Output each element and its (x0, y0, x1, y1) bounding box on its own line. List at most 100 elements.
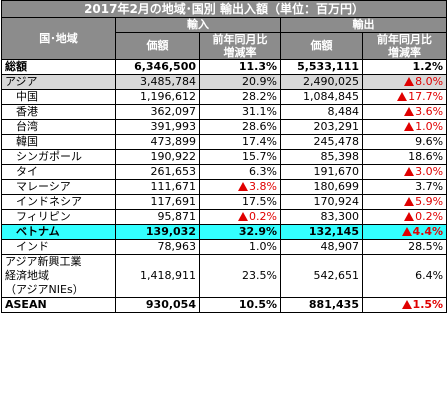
pct-value: 8.0% (415, 75, 444, 89)
decrease-triangle-icon (238, 212, 249, 221)
title-row: 2017年2月の地域･国別 輸出入額（単位：百万円） (0, 0, 447, 18)
pct-value: 1.0% (249, 240, 277, 254)
export-value: 180,699 (280, 179, 363, 195)
pct-value: 28.5% (408, 240, 444, 254)
row-label: 総額 (1, 59, 116, 75)
table-row: 韓国 473,899 17.4% 245,478 9.6% (1, 134, 447, 150)
export-yoy: 0.2% (361, 209, 447, 225)
export-value: 881,435 (280, 297, 363, 313)
export-value: 203,291 (280, 119, 363, 135)
pct-value: 32.9% (238, 225, 277, 239)
import-yoy: 17.4% (199, 134, 281, 150)
export-value: 170,924 (280, 194, 363, 210)
header-row-1: 国･地域 輸入 輸出 (1, 17, 447, 60)
export-yoy: 4.4% (361, 224, 447, 240)
pct-value: 17.5% (242, 195, 277, 209)
row-label: フィリピン (1, 209, 116, 225)
export-yoy: 28.5% (361, 239, 447, 255)
header-import-value: 価額 (115, 32, 200, 60)
import-yoy: 1.0% (199, 239, 281, 255)
import-value: 111,671 (115, 179, 200, 195)
pct-value: 3.8% (249, 180, 277, 194)
pct-value: 3.6% (415, 105, 444, 119)
table-row: ASEAN 930,054 10.5% 881,435 1.5% (1, 297, 447, 313)
pct-value: 5.9% (415, 195, 444, 209)
pct-value: 4.4% (412, 225, 444, 239)
export-value: 8,484 (280, 104, 363, 120)
export-value: 1,084,845 (280, 89, 363, 105)
export-value: 2,490,025 (280, 74, 363, 90)
header-row-2: 価額 前年同月比 増減率 価額 前年同月比 増減率 (2, 32, 447, 60)
pct-value: 17.4% (242, 135, 277, 149)
decrease-triangle-icon (404, 77, 415, 86)
export-yoy: 3.7% (361, 179, 447, 195)
pct-value: 1.2% (412, 60, 444, 74)
import-yoy: 28.6% (199, 119, 281, 135)
pct-value: 6.4% (415, 269, 444, 282)
export-value: 83,300 (280, 209, 363, 225)
table-row: 台湾 391,993 28.6% 203,291 1.0% (1, 119, 447, 135)
row-label: ASEAN (1, 297, 116, 313)
table-row: インド 78,963 1.0% 48,907 28.5% (1, 239, 447, 255)
header-export-value: 価額 (280, 32, 363, 60)
export-value: 132,145 (280, 224, 363, 240)
export-yoy: 9.6% (361, 134, 447, 150)
table-row: インドネシア 117,691 17.5% 170,924 5.9% (1, 194, 447, 210)
row-label: 台湾 (1, 119, 116, 135)
decrease-triangle-icon (397, 92, 408, 101)
export-yoy: 17.7% (361, 89, 447, 105)
row-label-line: 経済地域 (5, 269, 49, 282)
export-value: 542,651 (280, 254, 363, 298)
pct-value: 1.5% (412, 298, 444, 312)
export-yoy: 8.0% (361, 74, 447, 90)
import-yoy: 11.3% (199, 59, 281, 75)
row-label: インド (1, 239, 116, 255)
import-value: 190,922 (115, 149, 200, 165)
table-row: シンガポール 190,922 15.7% 85,398 18.6% (1, 149, 447, 165)
table-row: アジア新興工業 経済地域 （アジアNIEs） 1,418,911 23.5% 542,65… (1, 254, 447, 298)
import-value: 78,963 (115, 239, 200, 255)
pct-value: 11.3% (238, 60, 277, 74)
header-yoy-line1: 前年同月比 (377, 33, 433, 47)
table-row: 中国 1,196,612 28.2% 1,084,845 17.7% (1, 89, 447, 105)
table-row: アジア 3,485,784 20.9% 2,490,025 8.0% (1, 74, 447, 90)
pct-value: 1.0% (415, 120, 444, 134)
import-yoy: 0.2% (199, 209, 281, 225)
row-label: マレーシア (1, 179, 116, 195)
export-value: 85,398 (280, 149, 363, 165)
row-label-line: （アジアNIEs） (5, 283, 84, 296)
pct-value: 15.7% (242, 150, 277, 164)
import-value: 95,871 (115, 209, 200, 225)
trade-table: 2017年2月の地域･国別 輸出入額（単位：百万円） 国･地域 輸入 輸出 価額… (0, 0, 447, 313)
import-value: 117,691 (115, 194, 200, 210)
import-value: 1,196,612 (115, 89, 200, 105)
header-export: 輸出 (279, 17, 447, 33)
row-label: ベトナム (1, 224, 116, 240)
import-yoy: 28.2% (199, 89, 281, 105)
pct-value: 6.3% (249, 165, 277, 179)
export-yoy: 5.9% (361, 194, 447, 210)
pct-value: 17.7% (408, 90, 444, 104)
import-value: 930,054 (115, 297, 200, 313)
import-value: 1,418,911 (115, 254, 200, 298)
import-value: 6,346,500 (115, 59, 200, 75)
pct-value: 20.9% (242, 75, 277, 89)
decrease-triangle-icon (401, 300, 412, 309)
import-value: 473,899 (115, 134, 200, 150)
export-yoy: 1.0% (361, 119, 447, 135)
decrease-triangle-icon (404, 197, 415, 206)
header-import-yoy: 前年同月比 増減率 (199, 32, 281, 60)
row-label: 韓国 (1, 134, 116, 150)
export-value: 245,478 (280, 134, 363, 150)
export-yoy: 1.2% (361, 59, 447, 75)
pct-value: 10.5% (238, 298, 277, 312)
import-yoy: 6.3% (199, 164, 281, 180)
import-yoy: 32.9% (199, 224, 281, 240)
pct-value: 0.2% (249, 210, 277, 224)
table-row: フィリピン 95,871 0.2% 83,300 0.2% (1, 209, 447, 225)
pct-value: 28.6% (242, 120, 277, 134)
row-label: インドネシア (1, 194, 116, 210)
decrease-triangle-icon (238, 182, 249, 191)
row-label: 香港 (1, 104, 116, 120)
table-row: タイ 261,653 6.3% 191,670 3.0% (1, 164, 447, 180)
